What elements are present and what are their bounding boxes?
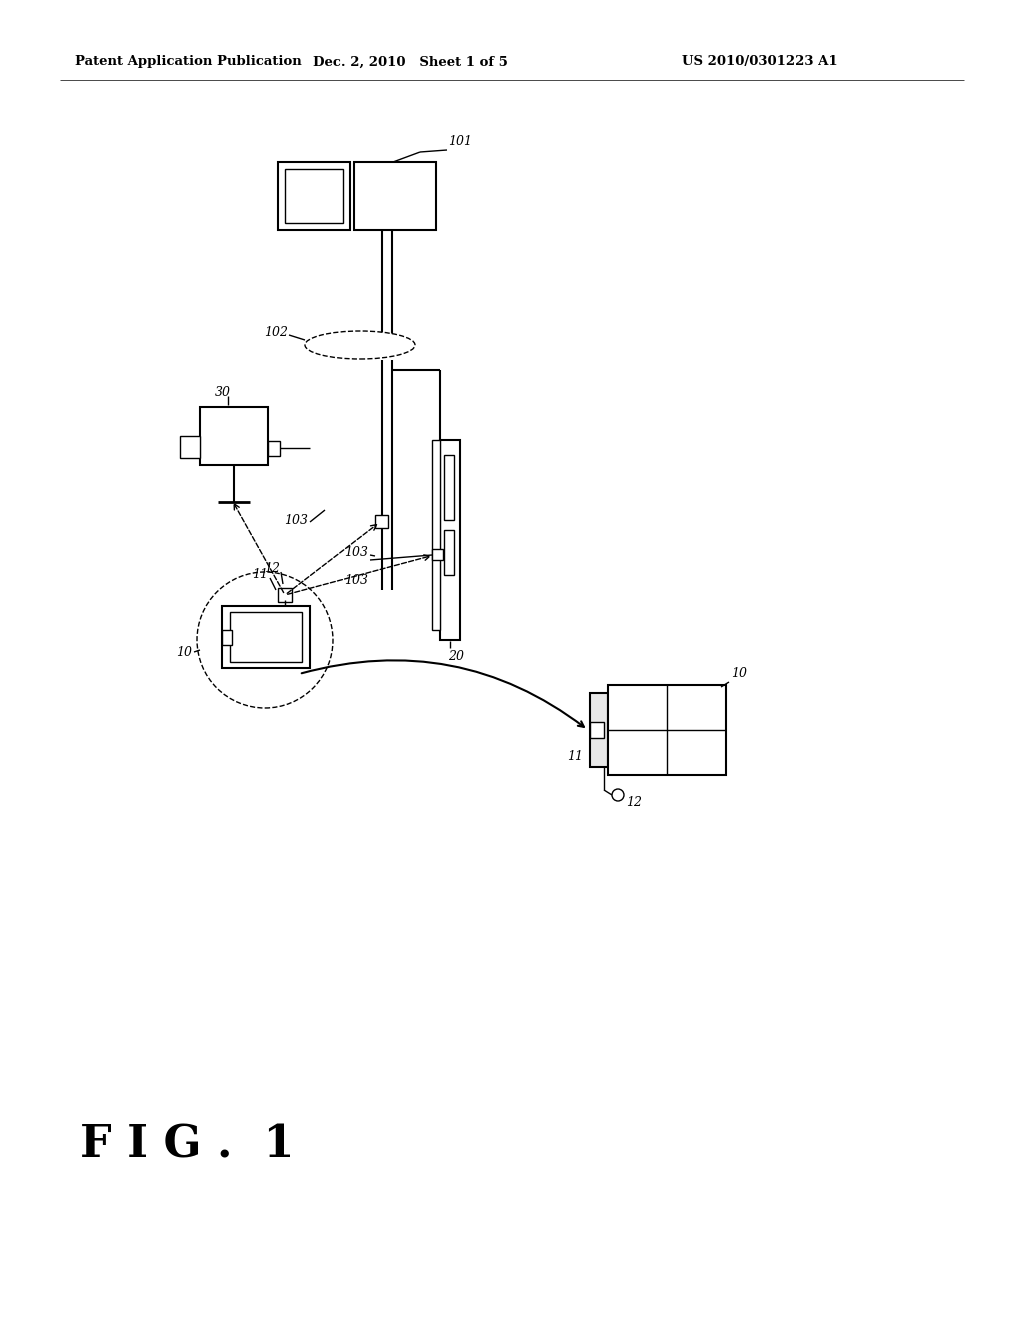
- Bar: [268, 441, 280, 455]
- Text: 20: 20: [449, 649, 464, 663]
- Ellipse shape: [305, 331, 415, 359]
- Bar: [222, 606, 310, 668]
- Bar: [230, 612, 302, 663]
- Bar: [444, 455, 454, 520]
- Text: Patent Application Publication: Patent Application Publication: [75, 55, 302, 69]
- Bar: [200, 407, 268, 465]
- Text: 11: 11: [567, 751, 583, 763]
- Text: 10: 10: [731, 667, 746, 680]
- Text: 103: 103: [284, 513, 308, 527]
- Bar: [440, 440, 460, 640]
- Bar: [590, 722, 604, 738]
- Text: 10: 10: [176, 645, 193, 659]
- Bar: [590, 693, 608, 767]
- Text: 12: 12: [626, 796, 642, 809]
- Bar: [278, 162, 350, 230]
- Bar: [285, 169, 343, 223]
- Bar: [278, 587, 292, 602]
- Text: 30: 30: [215, 385, 231, 399]
- Text: Dec. 2, 2010   Sheet 1 of 5: Dec. 2, 2010 Sheet 1 of 5: [312, 55, 508, 69]
- Text: 101: 101: [449, 135, 472, 148]
- Text: US 2010/0301223 A1: US 2010/0301223 A1: [682, 55, 838, 69]
- Text: 103: 103: [344, 545, 368, 558]
- Bar: [432, 549, 443, 560]
- Text: 102: 102: [264, 326, 288, 339]
- Text: 103: 103: [344, 573, 368, 586]
- Text: F I G .  1: F I G . 1: [80, 1123, 294, 1167]
- Text: 11: 11: [252, 569, 268, 582]
- Bar: [222, 630, 232, 645]
- Bar: [180, 436, 200, 458]
- Bar: [354, 162, 436, 230]
- Bar: [608, 685, 726, 775]
- Bar: [375, 515, 388, 528]
- Bar: [444, 531, 454, 576]
- Text: 12: 12: [264, 561, 280, 574]
- Bar: [432, 440, 440, 630]
